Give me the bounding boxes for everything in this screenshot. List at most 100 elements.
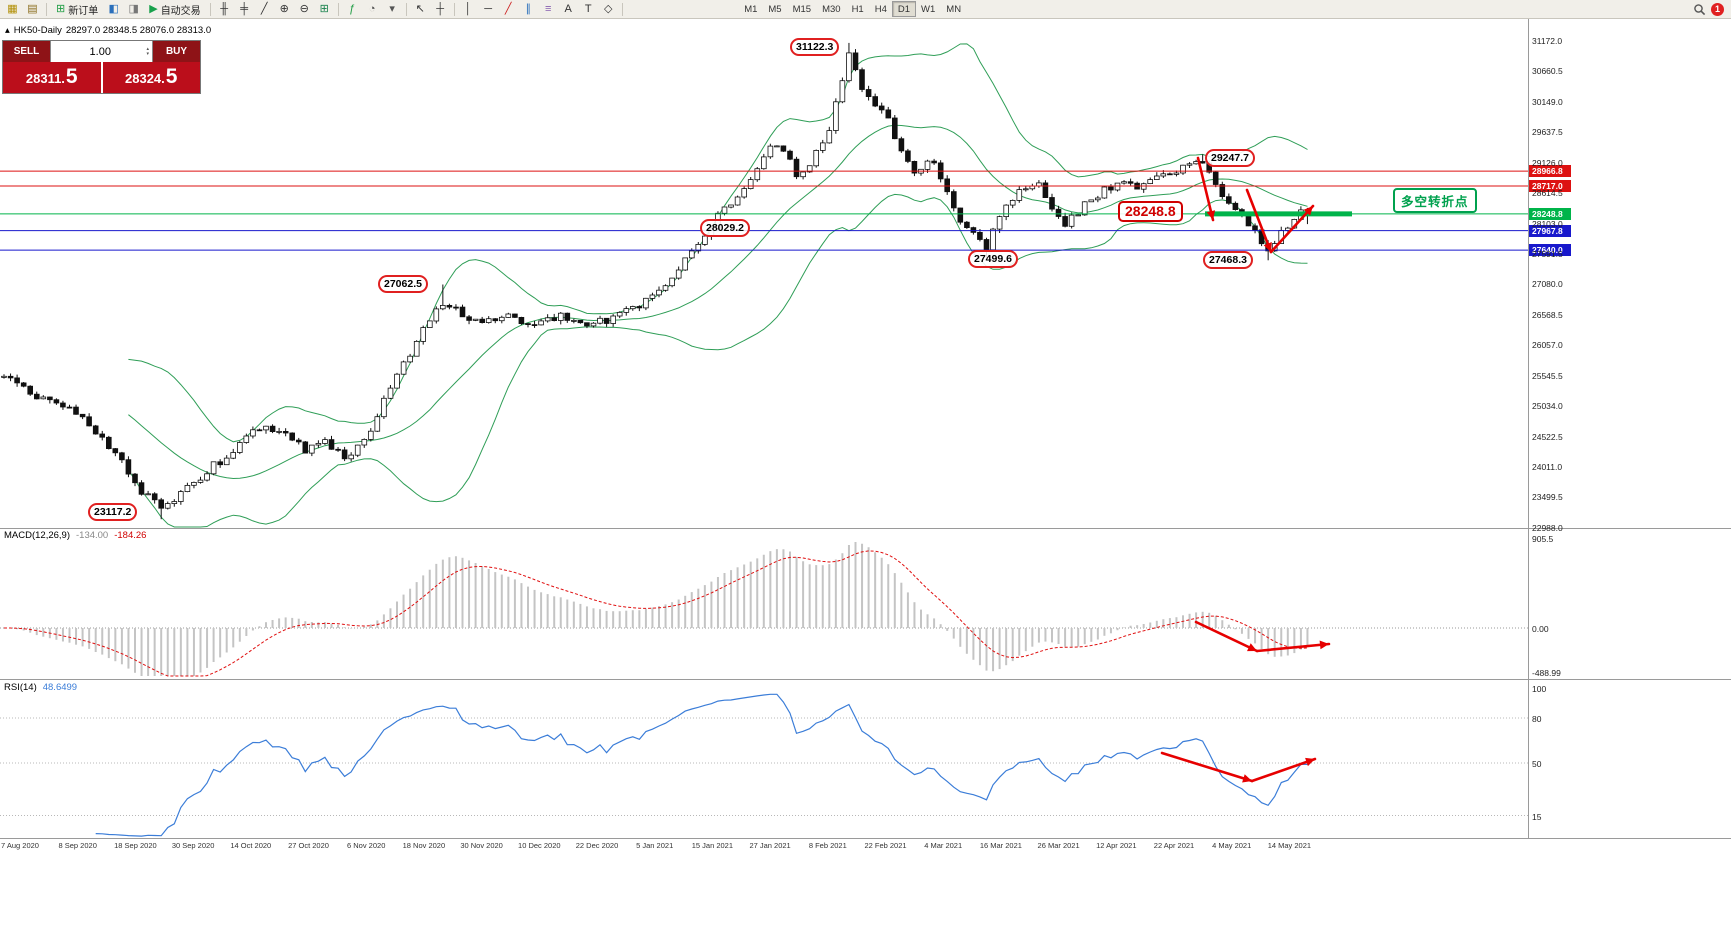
- new-chart-icon[interactable]: ▦: [3, 1, 22, 18]
- market-watch-icon: ◧: [108, 2, 119, 15]
- price-axis-tick: 26057.0: [1532, 340, 1563, 351]
- line-chart-icon[interactable]: ╱: [255, 1, 274, 18]
- chart-marker-icon: ▴: [5, 25, 10, 36]
- periods-icon[interactable]: ◔: [363, 1, 382, 18]
- date-axis-label: 22 Feb 2021: [864, 841, 907, 850]
- templates-icon[interactable]: ▾: [383, 1, 402, 18]
- price-axis-tick: 27591.5: [1532, 248, 1563, 259]
- insert-indicator-icon: ƒ: [349, 2, 356, 15]
- shapes-icon[interactable]: ◇: [599, 1, 618, 18]
- periods-icon: ◔: [368, 2, 376, 15]
- macd-signal-value: -184.26: [114, 530, 147, 541]
- cursor-icon[interactable]: ↖: [411, 1, 430, 18]
- timeframe-mn[interactable]: MN: [946, 3, 962, 15]
- timeframe-d1[interactable]: D1: [892, 1, 916, 17]
- macd-main-value: -134.00: [76, 530, 109, 541]
- label-tool-icon: T: [584, 2, 592, 15]
- rsi-axis-tick: 100: [1532, 684, 1547, 694]
- new-order-button-label: 新订单: [68, 5, 99, 17]
- candlestick-chart-icon[interactable]: ╪: [235, 1, 254, 18]
- insert-indicator-icon[interactable]: ƒ: [343, 1, 362, 18]
- price-axis-tick: 28614.5: [1532, 188, 1563, 199]
- timeframe-m1[interactable]: M1: [744, 3, 758, 15]
- date-axis-label: 4 Mar 2021: [924, 841, 963, 850]
- horizontal-line-icon[interactable]: ─: [479, 1, 498, 18]
- notification-badge[interactable]: 1: [1711, 2, 1724, 16]
- price-callout[interactable]: 23117.2: [88, 503, 138, 521]
- volume-input[interactable]: 1.00 ▴ ▾: [50, 41, 153, 62]
- key-level-label[interactable]: 28248.8: [1118, 201, 1183, 222]
- bar-chart-icon[interactable]: ╫: [215, 1, 234, 18]
- timeframe-m15[interactable]: M15: [792, 3, 812, 15]
- timeframe-m5[interactable]: M5: [768, 3, 782, 15]
- cursor-icon: ↖: [415, 2, 425, 15]
- chart-profiles-icon: ▤: [27, 2, 38, 15]
- new-order-button[interactable]: ⊞ 新订单: [51, 1, 103, 18]
- new-chart-icon: ▦: [7, 2, 18, 15]
- price-axis-tick: 24522.5: [1532, 431, 1563, 442]
- auto-trading-button: ▶: [149, 2, 158, 15]
- toolbar-separator: [621, 2, 623, 16]
- label-tool-icon[interactable]: T: [579, 1, 598, 18]
- date-axis-label: 8 Sep 2020: [58, 841, 97, 850]
- sell-price[interactable]: 28311. 5: [3, 62, 103, 93]
- price-axis-tick: 23499.5: [1532, 492, 1563, 503]
- buy-price-main: 28324.: [125, 71, 165, 86]
- vertical-line-icon: │: [464, 2, 472, 15]
- price-axis-tick: 31172.0: [1532, 35, 1563, 46]
- market-watch-icon[interactable]: ◧: [104, 1, 123, 18]
- price-axis-tick: 25034.0: [1532, 401, 1563, 412]
- zoom-in-icon[interactable]: ⊕: [275, 1, 294, 18]
- price-axis-tick: 30660.5: [1532, 66, 1563, 77]
- price-axis-tick: 24011.0: [1532, 462, 1563, 473]
- timeframe-w1[interactable]: W1: [921, 3, 936, 15]
- buy-price-big-digit: 5: [165, 65, 178, 88]
- date-axis-label: 30 Sep 2020: [171, 841, 215, 850]
- price-level-tag: 28966.8: [1529, 165, 1571, 178]
- crosshair-icon: ┼: [436, 2, 445, 15]
- buy-price[interactable]: 28324. 5: [102, 62, 200, 93]
- price-axis-tick: 25545.5: [1532, 370, 1563, 381]
- text-tool-icon[interactable]: A: [559, 1, 578, 18]
- timeframe-h1[interactable]: H1: [851, 3, 864, 15]
- volume-stepper[interactable]: ▴ ▾: [146, 45, 149, 57]
- data-window-icon[interactable]: ◨: [124, 1, 143, 18]
- chart-title: ▴ HK50-Daily 28297.0 28348.5 28076.0 28313…: [5, 25, 215, 36]
- zoom-out-icon: ⊖: [299, 2, 309, 15]
- rsi-axis-tick: 80: [1532, 714, 1542, 724]
- text-tool-icon: A: [564, 2, 572, 15]
- rsi-axis-tick: 50: [1532, 759, 1542, 769]
- fibonacci-icon[interactable]: ≡: [539, 1, 558, 18]
- price-callout[interactable]: 28029.2: [700, 219, 750, 237]
- chart-profiles-icon[interactable]: ▤: [23, 1, 42, 18]
- one-click-trading-panel: SELL 1.00 ▴ ▾ BUY 28311. 5 28324. 5: [2, 40, 201, 94]
- buy-button[interactable]: BUY: [153, 41, 200, 62]
- price-callout[interactable]: 31122.3: [790, 38, 840, 56]
- timeframe-h4[interactable]: H4: [874, 3, 887, 15]
- date-axis-label: 30 Nov 2020: [460, 841, 503, 850]
- trendline-icon[interactable]: ╱: [499, 1, 518, 18]
- price-callout[interactable]: 27062.5: [378, 275, 428, 293]
- auto-trading-button[interactable]: ▶ 自动交易: [144, 1, 205, 18]
- price-callout[interactable]: 27468.3: [1203, 251, 1253, 269]
- stepper-down-icon[interactable]: ▾: [146, 50, 149, 57]
- price-callout[interactable]: 29247.7: [1205, 149, 1255, 167]
- chart-ohlc-values: 28297.0 28348.5 28076.0 28313.0: [65, 25, 212, 36]
- date-axis-label: 18 Sep 2020: [114, 841, 157, 850]
- price-level-tag: 27640.0: [1529, 244, 1571, 257]
- shapes-icon: ◇: [603, 2, 613, 15]
- zoom-out-icon[interactable]: ⊖: [295, 1, 314, 18]
- price-level-tag: 28248.8: [1529, 207, 1571, 220]
- timeframe-m30[interactable]: M30: [822, 3, 841, 15]
- toolbar-separator: [405, 2, 407, 16]
- vertical-line-icon[interactable]: │: [459, 1, 478, 18]
- price-callout[interactable]: 27499.6: [968, 250, 1018, 268]
- equidistant-channel-icon[interactable]: ∥: [519, 1, 538, 18]
- sell-button[interactable]: SELL: [3, 41, 50, 62]
- turning-point-note[interactable]: 多空转折点: [1393, 188, 1477, 213]
- crosshair-icon[interactable]: ┼: [431, 1, 450, 18]
- stepper-up-icon[interactable]: ▴: [146, 45, 149, 52]
- tile-windows-icon[interactable]: ⊞: [315, 1, 334, 18]
- search-icon[interactable]: [1693, 3, 1706, 16]
